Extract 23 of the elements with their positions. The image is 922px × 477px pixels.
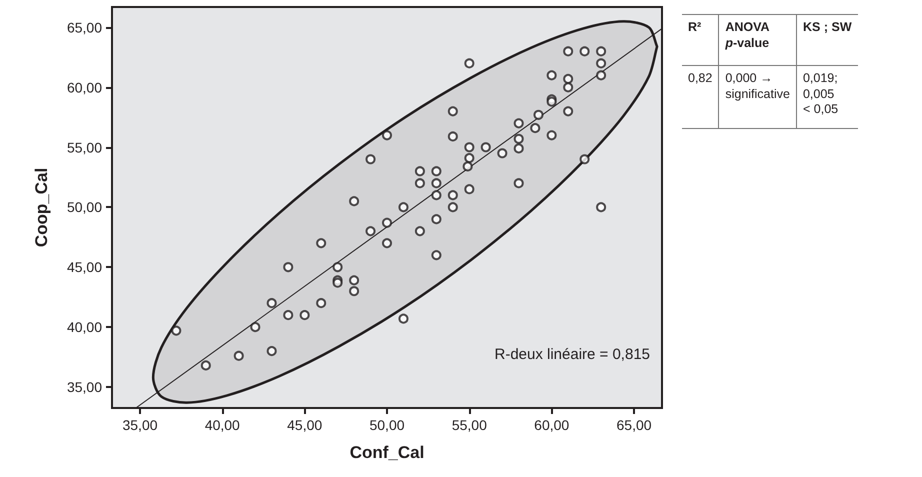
y-tick-label: 65,00 [66, 19, 102, 36]
y-tick-label: 60,00 [66, 79, 102, 96]
text: KS ; SW [796, 14, 858, 66]
text: 0,019; 0,005 < 0,05 [796, 66, 858, 128]
y-tick-label: 55,00 [66, 139, 102, 156]
y-tick-label: 50,00 [66, 199, 102, 216]
text: R² [682, 14, 719, 66]
y-axis-title: Coop_Cal [32, 168, 51, 248]
x-tick-label: 45,00 [287, 417, 322, 433]
x-tick-label: 60,00 [534, 417, 570, 433]
x-tick-label: 55,00 [452, 417, 488, 433]
text: ANOVA p-value [718, 14, 796, 66]
x-tick-label: 35,00 [122, 417, 158, 433]
x-tick-label: 40,00 [204, 417, 240, 433]
y-tick-label: 35,00 [66, 379, 102, 396]
x-axis-title: Conf_Cal [350, 443, 424, 462]
text: 0,82 [682, 66, 719, 128]
x-tick-label: 65,00 [616, 417, 652, 433]
text: 0,000 → significative [718, 66, 796, 128]
x-tick-label: 50,00 [369, 417, 405, 433]
y-tick-label: 40,00 [66, 319, 102, 336]
y-tick-label: 45,00 [66, 259, 102, 276]
annotation: R-deux linéaire = 0,815 [494, 346, 650, 363]
